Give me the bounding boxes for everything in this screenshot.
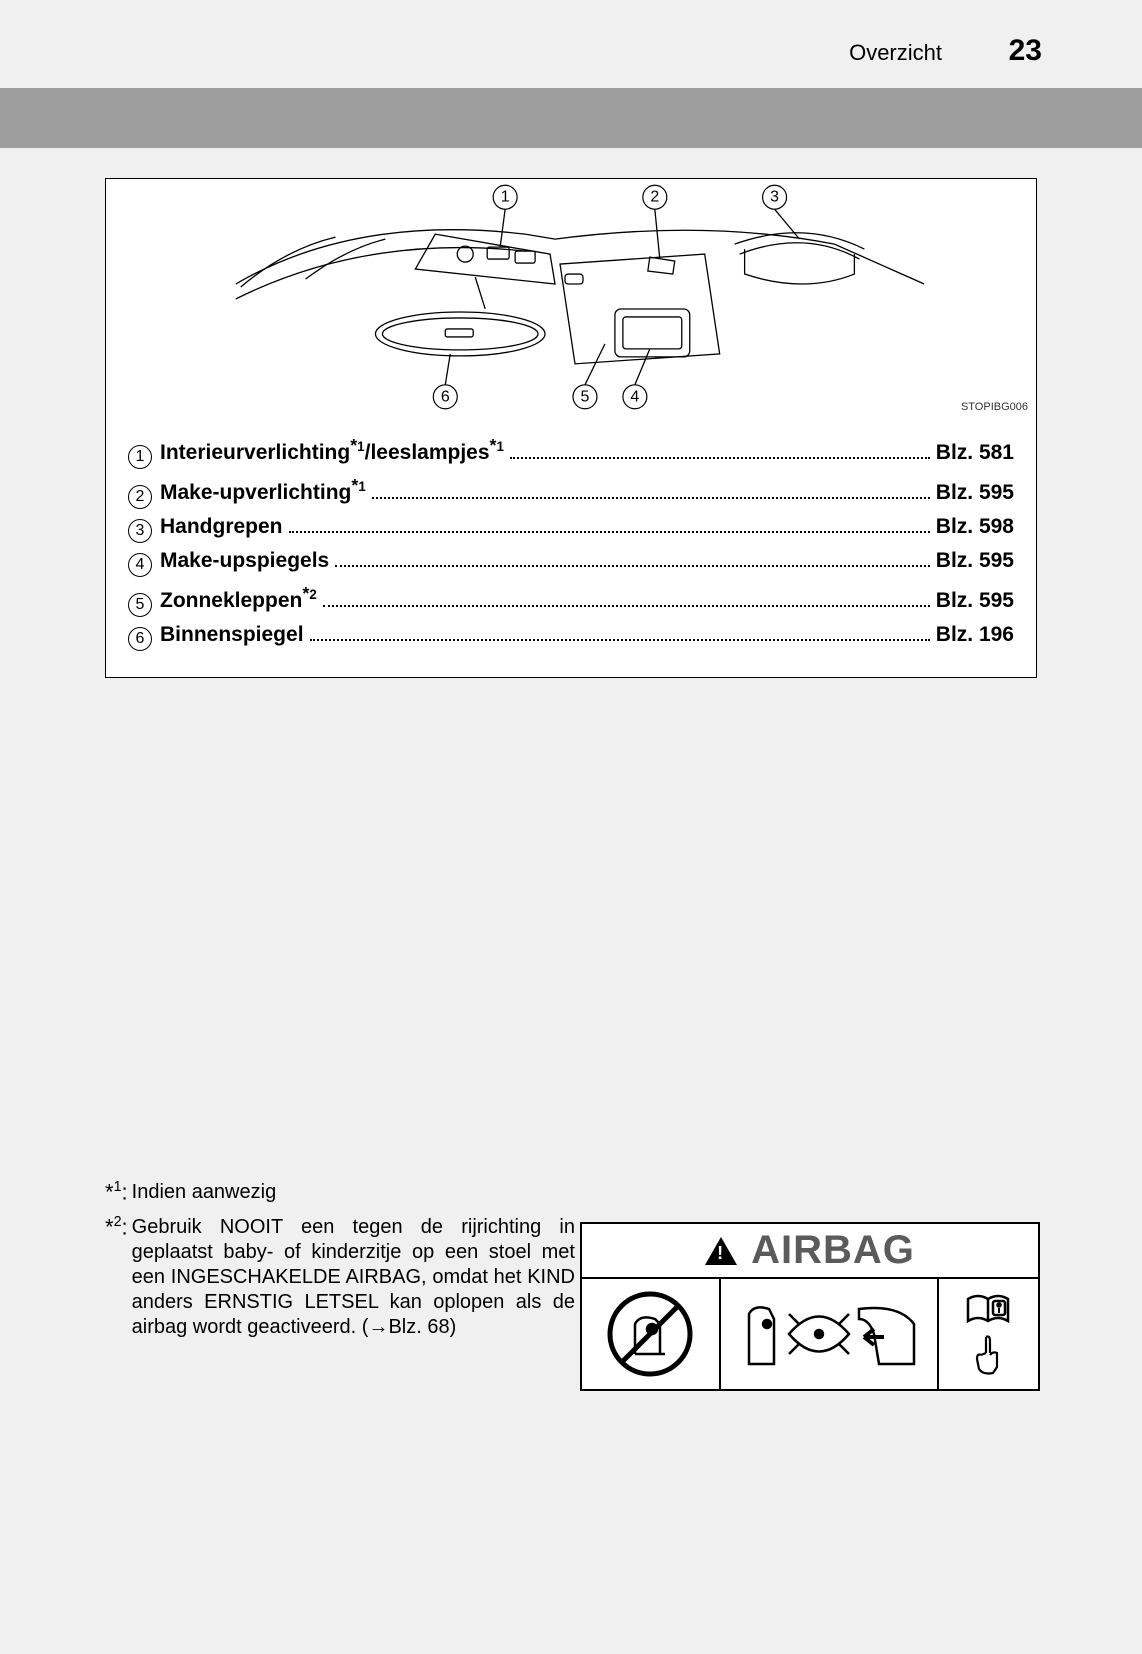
figure-box: 1 2 3 4 5 6 STOPIBG006 1 Interieurverlichting*…: [105, 178, 1037, 678]
footnote: *1:Indien aanwezig: [105, 1180, 575, 1205]
figure-code: STOPIBG006: [961, 401, 1028, 413]
airbag-prohibit-icon: [582, 1279, 721, 1389]
ceiling-diagram: 1 2 3 4 5 6 STOPIBG006: [106, 179, 1036, 417]
airbag-manual-icon: [939, 1279, 1038, 1389]
toc-list: 1 Interieurverlichting*1/leeslampjes*1 Blz…: [106, 417, 1036, 677]
toc-page: Blz. 581: [936, 441, 1014, 465]
book-info-icon: [963, 1291, 1013, 1327]
callout-4: 4: [623, 385, 647, 409]
toc-page: Blz. 196: [936, 623, 1014, 647]
footnote: *2:Gebruik NOOIT een tegen de rijrichtin…: [105, 1215, 575, 1340]
toc-label: Make-upverlichting*1: [160, 475, 366, 505]
footnote-mark: *2:: [105, 1215, 128, 1340]
toc-num-circle: 6: [128, 627, 152, 651]
hand-point-icon: [971, 1333, 1005, 1377]
toc-row: 5 Zonnekleppen*2 Blz. 595: [128, 583, 1014, 615]
toc-row: 6 Binnenspiegel Blz. 196: [128, 623, 1014, 649]
airbag-header: AIRBAG: [582, 1224, 1038, 1279]
toc-dots: [335, 554, 930, 567]
toc-label: Binnenspiegel: [160, 623, 304, 647]
svg-text:6: 6: [441, 388, 450, 405]
airbag-deploy-icon: [721, 1279, 939, 1389]
page-number: 23: [1009, 34, 1042, 68]
section-label: Overzicht: [849, 40, 942, 66]
toc-num-circle: 1: [128, 445, 152, 469]
toc-num-circle: 4: [128, 553, 152, 577]
callout-6: 6: [433, 385, 457, 409]
callout-5: 5: [573, 385, 597, 409]
svg-text:2: 2: [650, 189, 659, 206]
toc-dots: [372, 486, 930, 499]
toc-dots: [323, 594, 930, 607]
toc-row: 3 Handgrepen Blz. 598: [128, 515, 1014, 541]
footnote-text: Gebruik NOOIT een tegen de rijrichting i…: [132, 1215, 575, 1340]
airbag-body: [582, 1279, 1038, 1389]
warning-triangle-icon: [705, 1237, 737, 1265]
callout-2: 2: [643, 185, 667, 209]
toc-dots: [289, 520, 930, 533]
toc-label: Interieurverlichting*1/leeslampjes*1: [160, 435, 504, 465]
svg-text:5: 5: [581, 388, 590, 405]
airbag-warning-label: AIRBAG: [580, 1222, 1040, 1391]
footnotes: *1:Indien aanwezig*2:Gebruik NOOIT een t…: [105, 1180, 575, 1350]
toc-row: 1 Interieurverlichting*1/leeslampjes*1 Blz…: [128, 435, 1014, 467]
callout-1: 1: [493, 185, 517, 209]
footnote-mark: *1:: [105, 1180, 128, 1205]
toc-num-circle: 5: [128, 593, 152, 617]
toc-page: Blz. 595: [936, 481, 1014, 505]
svg-text:3: 3: [770, 189, 779, 206]
footnote-text: Indien aanwezig: [132, 1180, 277, 1205]
toc-row: 2 Make-upverlichting*1 Blz. 595: [128, 475, 1014, 507]
toc-num-circle: 2: [128, 485, 152, 509]
toc-dots: [310, 628, 930, 641]
airbag-title: AIRBAG: [751, 1228, 915, 1273]
toc-label: Handgrepen: [160, 515, 283, 539]
diagram-svg: 1 2 3 4 5 6: [106, 179, 1036, 417]
toc-row: 4 Make-upspiegels Blz. 595: [128, 549, 1014, 575]
toc-page: Blz. 595: [936, 549, 1014, 573]
toc-label: Zonnekleppen*2: [160, 583, 317, 613]
toc-dots: [510, 446, 930, 459]
callout-3: 3: [763, 185, 787, 209]
toc-num-circle: 3: [128, 519, 152, 543]
svg-text:4: 4: [630, 388, 639, 405]
toc-page: Blz. 598: [936, 515, 1014, 539]
svg-text:1: 1: [501, 189, 510, 206]
header-bar: [0, 88, 1142, 148]
toc-label: Make-upspiegels: [160, 549, 329, 573]
toc-page: Blz. 595: [936, 589, 1014, 613]
